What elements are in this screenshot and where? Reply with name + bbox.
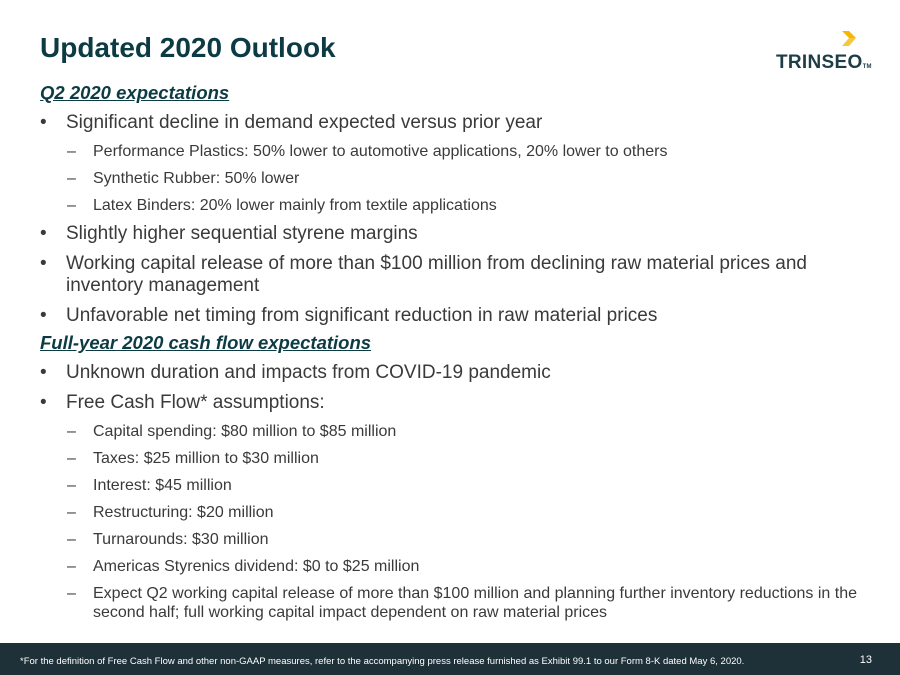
bullet-marker: •	[40, 253, 47, 274]
bullet-text: Free Cash Flow* assumptions:	[66, 392, 325, 413]
bullet-item: • Significant decline in demand expected…	[40, 112, 870, 134]
slide-content: Q2 2020 expectations • Significant decli…	[40, 80, 870, 622]
sub-bullet-text: Interest: $45 million	[93, 477, 232, 494]
bullet-text: Unknown duration and impacts from COVID-…	[66, 362, 551, 383]
sub-bullet-item: – Americas Styrenics dividend: $0 to $25…	[40, 557, 870, 576]
dash-marker: –	[67, 504, 76, 521]
bullet-text: Working capital release of more than $10…	[66, 253, 807, 296]
sub-bullet-text: Latex Binders: 20% lower mainly from tex…	[93, 197, 497, 214]
sub-bullet-item: – Capital spending: $80 million to $85 m…	[40, 422, 870, 441]
section-heading-full-year: Full-year 2020 cash flow expectations	[40, 332, 372, 353]
dash-marker: –	[67, 197, 76, 214]
bullet-marker: •	[40, 362, 47, 383]
footer-bar: *For the definition of Free Cash Flow an…	[0, 643, 900, 675]
page-title: Updated 2020 Outlook	[40, 32, 336, 63]
dash-marker: –	[67, 558, 76, 575]
bullet-item: • Working capital release of more than $…	[40, 253, 870, 297]
dash-marker: –	[67, 585, 76, 602]
bullet-marker: •	[40, 223, 47, 244]
trinseo-logo: TRINSEOTM	[776, 30, 872, 76]
bullet-item: • Slightly higher sequential styrene mar…	[40, 223, 870, 245]
dash-marker: –	[67, 423, 76, 440]
sub-bullet-text: Capital spending: $80 million to $85 mil…	[93, 423, 397, 440]
dash-marker: –	[67, 531, 76, 548]
sub-bullet-text: Restructuring: $20 million	[93, 504, 274, 521]
sub-bullet-item: – Taxes: $25 million to $30 million	[40, 449, 870, 468]
bullet-marker: •	[40, 392, 47, 413]
bullet-text: Significant decline in demand expected v…	[66, 112, 543, 133]
bullet-item: • Unknown duration and impacts from COVI…	[40, 362, 870, 384]
page-number: 13	[859, 654, 872, 666]
dash-marker: –	[67, 450, 76, 467]
dash-marker: –	[67, 170, 76, 187]
bullet-marker: •	[40, 112, 47, 133]
sub-bullet-item: – Latex Binders: 20% lower mainly from t…	[40, 196, 870, 215]
trinseo-chevron-icon	[842, 31, 856, 46]
sub-bullet-text: Turnarounds: $30 million	[93, 531, 269, 548]
sub-bullet-item: – Turnarounds: $30 million	[40, 530, 870, 549]
bullet-item: • Unfavorable net timing from significan…	[40, 305, 870, 327]
logo-trademark: TM	[862, 64, 872, 70]
logo-wordmark: TRINSEOTM	[776, 52, 872, 73]
sub-bullet-item: – Expect Q2 working capital release of m…	[40, 584, 870, 622]
section-heading-q2: Q2 2020 expectations	[40, 82, 230, 103]
sub-bullet-item: – Performance Plastics: 50% lower to aut…	[40, 142, 870, 161]
sub-bullet-item: – Restructuring: $20 million	[40, 503, 870, 522]
dash-marker: –	[67, 143, 76, 160]
bullet-text: Slightly higher sequential styrene margi…	[66, 223, 418, 244]
bullet-marker: •	[40, 305, 47, 326]
bullet-item: • Free Cash Flow* assumptions:	[40, 392, 870, 414]
sub-bullet-text: Americas Styrenics dividend: $0 to $25 m…	[93, 558, 420, 575]
bullet-text: Unfavorable net timing from significant …	[66, 305, 658, 326]
dash-marker: –	[67, 477, 76, 494]
sub-bullet-text: Synthetic Rubber: 50% lower	[93, 170, 300, 187]
sub-bullet-text: Taxes: $25 million to $30 million	[93, 450, 319, 467]
sub-bullet-text: Performance Plastics: 50% lower to autom…	[93, 143, 668, 160]
sub-bullet-text: Expect Q2 working capital release of mor…	[93, 585, 857, 621]
sub-bullet-item: – Synthetic Rubber: 50% lower	[40, 169, 870, 188]
sub-bullet-item: – Interest: $45 million	[40, 476, 870, 495]
footnote: *For the definition of Free Cash Flow an…	[20, 656, 745, 667]
